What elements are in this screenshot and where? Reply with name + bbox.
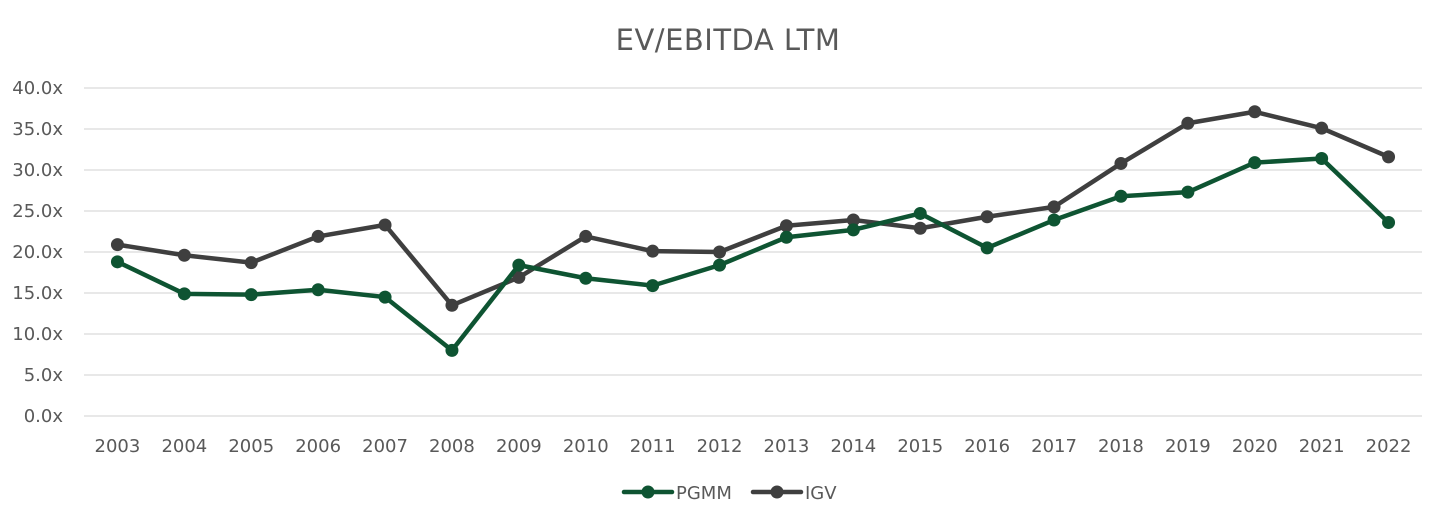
data-point-igv (1047, 200, 1061, 214)
y-tick-label: 10.0x (12, 324, 63, 345)
y-axis-tick-labels: 0.0x 5.0x 10.0x 15.0x 20.0x 25.0x 30.0x 35.0x 40… (12, 78, 63, 427)
x-tick-label: 2004 (161, 436, 207, 457)
legend-label: IGV (805, 483, 837, 504)
x-tick-label: 2011 (630, 436, 676, 457)
data-point-igv (1315, 121, 1329, 135)
data-point-pgmm (1315, 152, 1329, 166)
data-point-pgmm (779, 230, 793, 244)
series-line-igv (115, 109, 1391, 308)
data-point-igv (110, 238, 124, 252)
data-point-igv (646, 244, 660, 258)
x-tick-label: 2015 (897, 436, 943, 457)
data-point-igv (1382, 150, 1396, 164)
data-point-pgmm (512, 258, 526, 272)
data-point-pgmm (913, 206, 927, 220)
data-point-pgmm (579, 271, 593, 285)
data-point-igv (1114, 156, 1128, 170)
y-tick-label: 30.0x (12, 160, 63, 181)
data-point-igv (713, 245, 727, 259)
data-point-pgmm (244, 288, 258, 302)
x-tick-label: 2003 (95, 436, 141, 457)
x-tick-label: 2005 (228, 436, 274, 457)
data-point-igv (512, 270, 526, 284)
x-tick-label: 2009 (496, 436, 542, 457)
data-point-igv (244, 256, 258, 270)
series-igv (110, 105, 1396, 312)
series-line-pgmm (115, 156, 1391, 353)
x-tick-label: 2008 (429, 436, 475, 457)
y-tick-label: 40.0x (12, 78, 63, 99)
data-point-pgmm (1382, 215, 1396, 229)
x-tick-label: 2016 (964, 436, 1010, 457)
data-point-pgmm (713, 258, 727, 272)
x-tick-label: 2010 (563, 436, 609, 457)
x-axis-tick-labels: 2003 2004 2005 2006 2007 2008 2009 2010 2011 2012… (95, 436, 1412, 457)
x-tick-label: 2022 (1366, 436, 1412, 457)
y-tick-label: 5.0x (24, 365, 64, 386)
data-point-pgmm (378, 290, 392, 304)
x-tick-label: 2018 (1098, 436, 1144, 457)
legend-item-igv: IGV (750, 483, 837, 504)
data-point-igv (913, 221, 927, 235)
x-tick-label: 2019 (1165, 436, 1211, 457)
data-point-pgmm (646, 279, 660, 293)
series-pgmm (110, 152, 1396, 357)
data-point-pgmm (980, 241, 994, 255)
data-point-igv (1181, 116, 1195, 130)
data-point-pgmm (1114, 189, 1128, 203)
data-point-igv (846, 213, 860, 227)
legend: PGMM IGV (621, 483, 837, 504)
x-tick-label: 2017 (1031, 436, 1077, 457)
y-tick-label: 25.0x (12, 201, 63, 222)
data-point-igv (378, 218, 392, 232)
legend-swatch-marker (770, 485, 784, 499)
x-tick-label: 2013 (764, 436, 810, 457)
x-tick-label: 2006 (295, 436, 341, 457)
x-tick-label: 2007 (362, 436, 408, 457)
data-point-pgmm (846, 223, 860, 237)
data-point-igv (980, 210, 994, 224)
data-point-igv (177, 248, 191, 262)
data-point-pgmm (110, 255, 124, 269)
x-tick-label: 2014 (830, 436, 876, 457)
x-tick-label: 2020 (1232, 436, 1278, 457)
y-tick-label: 0.0x (24, 406, 64, 427)
y-tick-label: 35.0x (12, 119, 63, 140)
data-point-igv (779, 219, 793, 233)
legend-swatch-marker (641, 485, 655, 499)
x-tick-label: 2021 (1299, 436, 1345, 457)
data-point-igv (579, 229, 593, 243)
data-point-igv (311, 229, 325, 243)
data-point-pgmm (1181, 185, 1195, 199)
y-tick-label: 15.0x (12, 283, 63, 304)
data-point-igv (1248, 105, 1262, 119)
legend-label: PGMM (676, 483, 732, 504)
y-tick-label: 20.0x (12, 242, 63, 263)
data-point-pgmm (177, 287, 191, 301)
data-point-pgmm (311, 283, 325, 297)
data-point-pgmm (1248, 156, 1262, 170)
series-layer (110, 105, 1396, 357)
data-point-pgmm (445, 343, 459, 357)
data-point-pgmm (1047, 213, 1061, 227)
chart-title: EV/EBITDA LTM (616, 23, 841, 57)
legend-item-pgmm: PGMM (621, 483, 732, 504)
x-tick-label: 2012 (697, 436, 743, 457)
data-point-igv (445, 298, 459, 312)
